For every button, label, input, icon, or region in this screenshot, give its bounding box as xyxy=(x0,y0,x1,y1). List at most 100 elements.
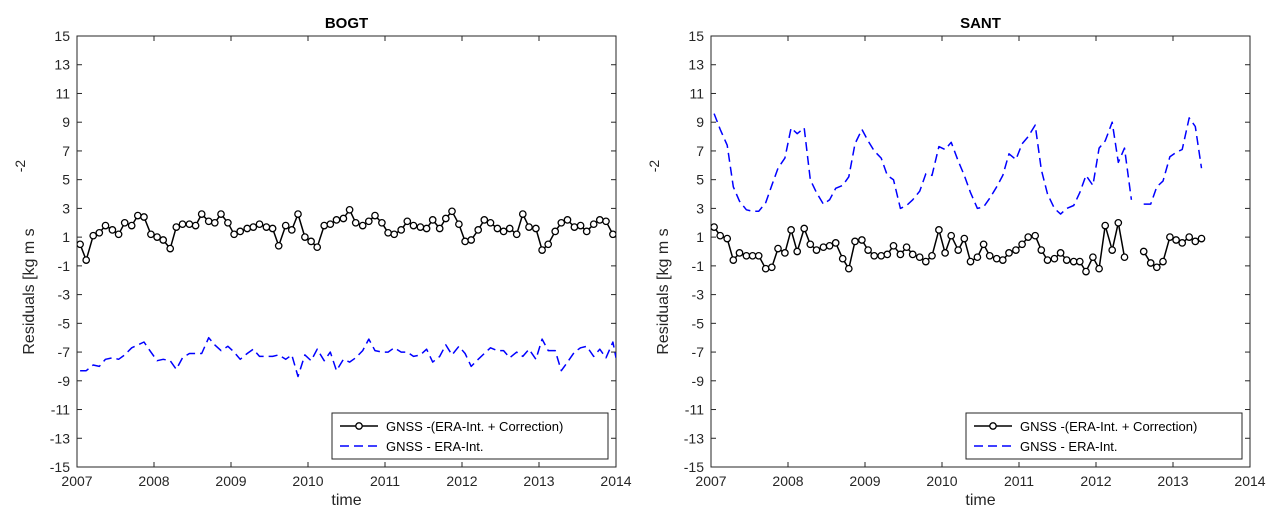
data-point xyxy=(114,230,123,239)
data-point xyxy=(243,224,252,233)
data-point xyxy=(595,216,604,224)
data-point xyxy=(1043,256,1052,264)
data-point xyxy=(364,217,373,226)
x-tick-label: 2007 xyxy=(61,473,92,489)
data-point xyxy=(1108,246,1117,254)
y-tick-label: 15 xyxy=(688,28,704,44)
y-tick-label: 15 xyxy=(54,28,70,44)
legend-swatch-marker xyxy=(355,422,363,430)
data-point xyxy=(844,264,853,273)
data-point xyxy=(512,230,521,239)
y-tick-label: 3 xyxy=(696,200,704,216)
data-point xyxy=(1159,257,1167,266)
data-point xyxy=(896,250,905,259)
data-point xyxy=(767,263,776,272)
data-point xyxy=(480,216,489,224)
data-point xyxy=(915,253,924,262)
data-point xyxy=(1056,249,1065,257)
series-line xyxy=(713,113,1203,215)
chart-title: SANT xyxy=(960,15,1001,32)
data-point xyxy=(153,233,161,241)
data-point xyxy=(101,221,110,230)
legend-entry-label: GNSS - ERA-Int. xyxy=(386,439,484,454)
data-point xyxy=(172,223,181,231)
data-point xyxy=(384,228,392,237)
y-tick-label: 7 xyxy=(696,143,704,159)
legend-box xyxy=(965,412,1243,460)
data-point xyxy=(819,243,828,252)
data-point xyxy=(1152,263,1161,272)
data-point xyxy=(544,240,553,249)
data-point xyxy=(1037,246,1046,254)
x-tick-label: 2012 xyxy=(446,473,477,489)
y-tick-label: -1 xyxy=(692,258,705,274)
data-point xyxy=(716,231,725,240)
x-tick-label: 2009 xyxy=(215,473,246,489)
data-point xyxy=(403,217,412,226)
data-point xyxy=(877,251,886,260)
data-point xyxy=(307,237,315,246)
data-point xyxy=(210,218,219,227)
data-point xyxy=(1197,234,1206,243)
data-point xyxy=(858,236,866,244)
data-point xyxy=(589,220,598,229)
legend-box xyxy=(331,412,609,460)
y-axis-label-exponent: -2 xyxy=(646,160,662,173)
data-point xyxy=(108,226,117,234)
data-point xyxy=(973,253,982,262)
data-point xyxy=(781,249,789,257)
data-point xyxy=(409,221,418,230)
data-point xyxy=(774,244,782,253)
data-point xyxy=(551,227,560,236)
legend-swatch-marker xyxy=(989,422,997,430)
x-tick-label: 2010 xyxy=(926,473,957,489)
data-point xyxy=(1089,253,1097,262)
data-point xyxy=(602,217,610,226)
x-axis-label: time xyxy=(331,492,361,509)
data-point xyxy=(493,224,502,233)
data-point xyxy=(570,223,579,231)
data-point xyxy=(147,230,155,239)
x-tick-label: 2007 xyxy=(695,473,726,489)
data-point xyxy=(883,250,892,259)
data-point xyxy=(1018,240,1026,249)
data-point xyxy=(851,237,859,246)
data-point xyxy=(711,223,718,231)
data-point xyxy=(178,220,187,229)
data-point xyxy=(1031,231,1040,240)
data-point xyxy=(729,256,738,264)
data-point xyxy=(204,217,213,226)
x-tick-label: 2008 xyxy=(772,473,803,489)
data-point xyxy=(1114,218,1123,227)
panel-bogt: 2007 2008 2009 2010 2011 2012 2013 2014-15-13-1… xyxy=(12,15,632,509)
data-point xyxy=(1166,233,1174,241)
data-point xyxy=(467,236,476,244)
y-tick-label: 9 xyxy=(696,114,704,130)
data-point xyxy=(576,221,585,230)
y-axis-label: Residuals [kg m s xyxy=(21,228,38,354)
y-tick-label: 7 xyxy=(62,143,70,159)
data-point xyxy=(127,221,136,230)
data-point xyxy=(435,224,444,233)
data-point xyxy=(992,254,1001,263)
data-point xyxy=(262,223,271,231)
data-point xyxy=(735,249,744,257)
data-point xyxy=(230,230,238,239)
data-point xyxy=(428,216,437,224)
data-point xyxy=(441,214,450,223)
data-point xyxy=(499,227,508,236)
data-point xyxy=(140,213,148,221)
data-point xyxy=(998,256,1007,264)
data-point xyxy=(518,210,527,218)
y-tick-label: -5 xyxy=(692,315,705,331)
data-point xyxy=(902,243,911,252)
data-point xyxy=(301,233,309,241)
data-point xyxy=(908,250,917,259)
data-point xyxy=(1012,246,1020,254)
data-point xyxy=(754,251,763,260)
data-point xyxy=(748,251,757,260)
data-point xyxy=(1005,249,1013,257)
y-tick-label: -13 xyxy=(684,430,704,446)
data-point xyxy=(532,224,540,233)
data-point xyxy=(947,231,956,240)
